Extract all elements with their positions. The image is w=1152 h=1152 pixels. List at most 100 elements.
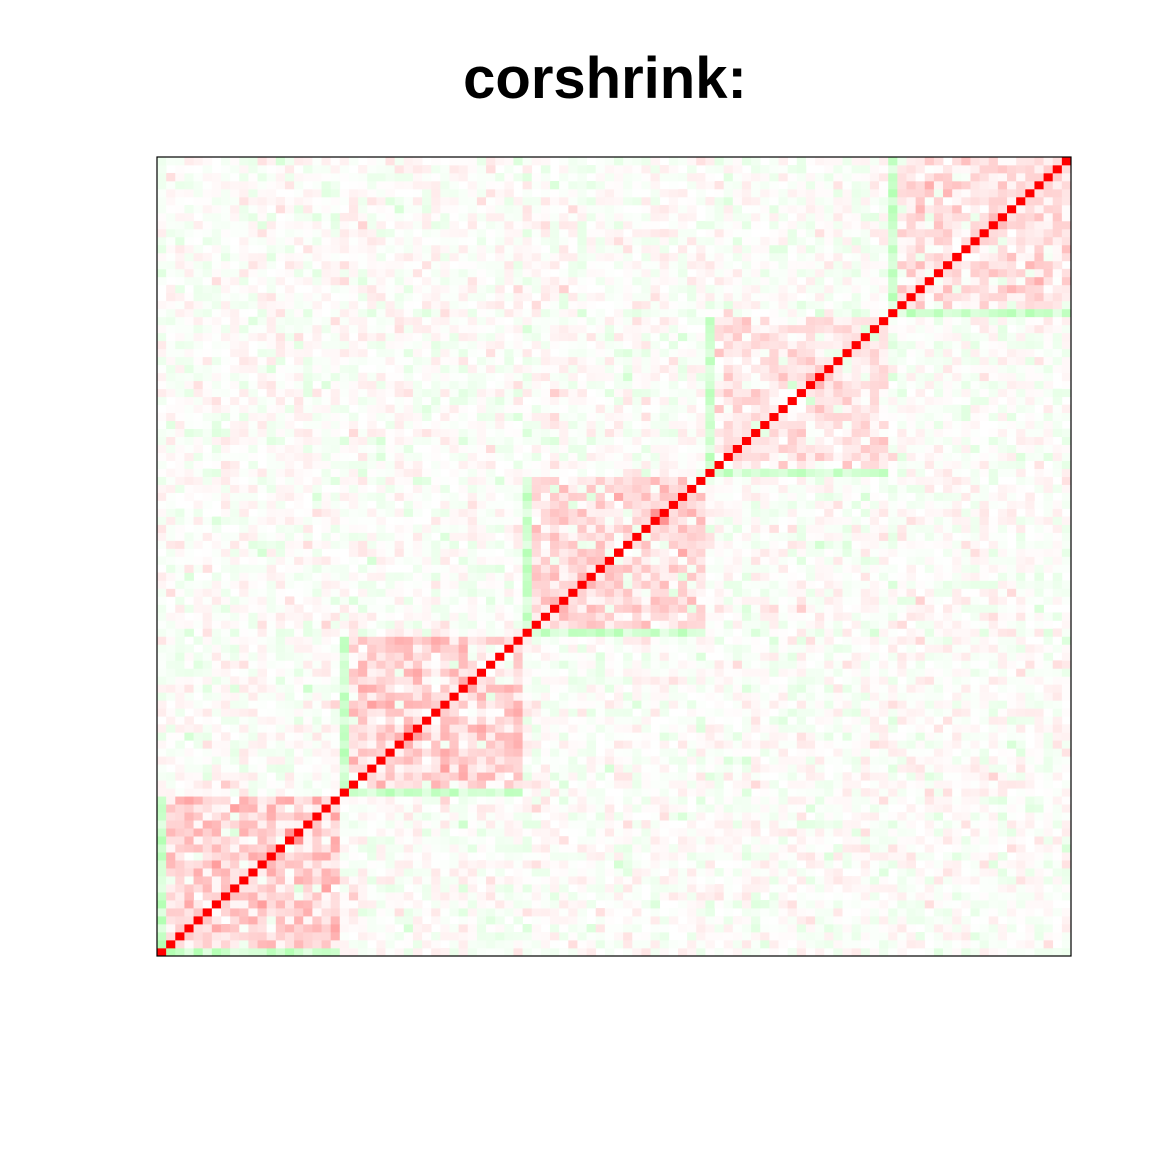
heatmap-cell	[504, 612, 514, 621]
heatmap-cell	[284, 804, 295, 813]
heatmap-cell	[796, 908, 807, 917]
heatmap-cell	[257, 652, 268, 661]
heatmap-cell	[961, 588, 971, 597]
heatmap-cell	[760, 908, 770, 917]
heatmap-cell	[239, 644, 249, 653]
heatmap-cell	[906, 820, 916, 829]
heatmap-cell	[943, 564, 953, 573]
heatmap-cell	[486, 884, 496, 893]
heatmap-cell	[997, 876, 1008, 885]
heatmap-cell	[184, 828, 194, 837]
heatmap-cell	[1061, 780, 1072, 789]
heatmap-cell	[879, 756, 889, 765]
heatmap-cell	[303, 772, 313, 781]
heatmap-cell	[760, 940, 770, 949]
heatmap-cell	[486, 756, 496, 765]
heatmap-cell	[970, 844, 980, 853]
heatmap-cell	[458, 788, 469, 797]
heatmap-cell	[952, 772, 962, 781]
heatmap-cell	[248, 948, 258, 957]
heatmap-cell	[239, 804, 249, 813]
heatmap-cell	[897, 932, 907, 941]
heatmap-cell	[385, 572, 395, 581]
heatmap-cell	[970, 620, 980, 629]
heatmap-cell	[394, 916, 405, 925]
heatmap-cell	[860, 732, 871, 741]
heatmap-cell	[787, 716, 798, 725]
heatmap-cell	[239, 668, 249, 677]
heatmap-cell	[906, 588, 916, 597]
heatmap-cell	[650, 564, 661, 573]
heatmap-cell	[550, 588, 560, 597]
heatmap-cell	[513, 644, 523, 653]
heatmap-cell	[513, 676, 523, 685]
heatmap-cell	[394, 900, 405, 909]
heatmap-cell	[294, 548, 304, 557]
heatmap-cell	[705, 916, 715, 925]
heatmap-cell	[760, 836, 770, 845]
heatmap-cell	[540, 708, 551, 717]
heatmap-cell	[202, 788, 213, 797]
heatmap-cell	[1052, 540, 1063, 549]
heatmap-cell	[202, 660, 213, 669]
heatmap-cell	[284, 532, 295, 541]
heatmap-cell	[220, 796, 231, 805]
heatmap-cell	[1025, 764, 1035, 773]
heatmap-cell	[321, 844, 332, 853]
heatmap-cell	[677, 564, 688, 573]
heatmap-cell	[604, 604, 615, 613]
heatmap-cell	[157, 932, 167, 941]
heatmap-cell	[1034, 804, 1044, 813]
heatmap-cell	[513, 556, 523, 565]
heatmap-cell	[476, 748, 487, 757]
heatmap-cell	[1043, 868, 1054, 877]
heatmap-cell	[248, 836, 258, 845]
heatmap-cell	[495, 772, 505, 781]
heatmap-cell	[760, 692, 770, 701]
heatmap-cell	[367, 812, 377, 821]
heatmap-cell	[614, 852, 624, 861]
heatmap-cell	[997, 772, 1008, 781]
heatmap-cell	[166, 836, 176, 845]
heatmap-cell	[668, 572, 679, 581]
heatmap-cell	[650, 620, 661, 629]
heatmap-cell	[961, 732, 971, 741]
heatmap-cell	[284, 844, 295, 853]
heatmap-cell	[869, 788, 880, 797]
heatmap-cell	[339, 700, 350, 709]
heatmap-cell	[540, 556, 551, 565]
heatmap-cell	[833, 556, 843, 565]
heatmap-cell	[568, 596, 578, 605]
heatmap-cell	[732, 620, 743, 629]
heatmap-cell	[157, 788, 167, 797]
heatmap-cell	[284, 828, 295, 837]
heatmap-cell	[275, 868, 286, 877]
heatmap-cell	[833, 540, 843, 549]
heatmap-cell	[522, 692, 533, 701]
heatmap-cell	[330, 644, 341, 653]
heatmap-cell	[705, 556, 715, 565]
heatmap-cell	[988, 820, 999, 829]
heatmap-cell	[860, 628, 871, 637]
heatmap-cell	[175, 716, 185, 725]
heatmap-cell	[668, 700, 679, 709]
heatmap-cell	[997, 628, 1008, 637]
heatmap-cell	[367, 700, 377, 709]
heatmap-cell	[833, 948, 843, 957]
heatmap-cell	[751, 820, 761, 829]
heatmap-cell	[595, 596, 606, 605]
heatmap-cell	[924, 564, 935, 573]
heatmap-cell	[248, 652, 258, 661]
heatmap-cell	[614, 564, 624, 573]
heatmap-cell	[330, 916, 341, 925]
heatmap-cell	[312, 548, 322, 557]
heatmap-cell	[175, 588, 185, 597]
heatmap-cell	[495, 580, 505, 589]
heatmap-cell	[476, 940, 487, 949]
heatmap-cell	[952, 924, 962, 933]
heatmap-cell	[449, 636, 459, 645]
heatmap-cell	[933, 932, 944, 941]
heatmap-cell	[696, 772, 706, 781]
heatmap-cell	[668, 772, 679, 781]
